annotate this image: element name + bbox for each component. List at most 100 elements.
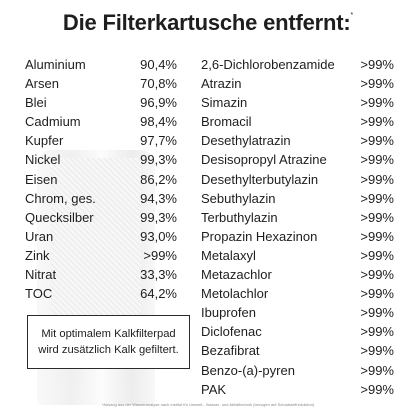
list-item: Nickel 99,3% [25, 150, 177, 169]
list-item: Propazin Hexazinon >99% [201, 227, 394, 246]
removal-rate: >99% [360, 209, 394, 225]
list-item: Metolachlor >99% [201, 284, 394, 303]
list-item: Sebuthylazin >99% [201, 189, 394, 208]
substance-name: Aluminium [25, 57, 86, 72]
substance-name: Terbuthylazin [201, 209, 278, 225]
list-item: Desethylterbutylazin >99% [201, 170, 394, 189]
removal-rate: 64,2% [140, 286, 177, 302]
list-item: Blei 96,9% [25, 93, 177, 112]
pesticides-list: 2,6-Dichlorobenzamide >99% Atrazin >99% Sima… [201, 55, 394, 399]
removal-rate: >99% [360, 95, 394, 111]
removal-rate: >99% [360, 171, 394, 187]
removal-rate: >99% [360, 57, 394, 72]
substance-name: Chrom, ges. [25, 190, 96, 206]
list-item: Ibuprofen >99% [201, 303, 394, 322]
list-item: Kupfer 97,7% [25, 131, 177, 150]
list-item: Desisopropyl Atrazine >99% [201, 150, 394, 169]
substance-name: Metazachlor [201, 267, 272, 283]
list-item: PAK >99% [201, 380, 394, 399]
substance-name: PAK [201, 381, 227, 397]
substance-name: Benzo-(a)-pyren [201, 362, 295, 378]
substance-name: Kupfer [25, 133, 64, 149]
substance-name: Arsen [25, 76, 59, 92]
limescale-note-box: Mit optimalem Kalkfilterpad wird zusätzl… [27, 315, 190, 369]
removal-rate: 97,7% [140, 133, 177, 149]
removal-rate: >99% [360, 133, 394, 149]
substance-name: Metalaxyl [201, 247, 256, 263]
substance-name: Simazin [201, 95, 248, 111]
substance-name: Nickel [25, 152, 61, 168]
title-footnote-marker: * [350, 12, 354, 19]
list-item: Terbuthylazin >99% [201, 208, 394, 227]
metals-list: Aluminium 90,4% Arsen 70,8% Blei 96,9% Cadmium… [25, 55, 177, 303]
substance-name: Eisen [25, 171, 58, 187]
substance-name: Bromacil [201, 114, 252, 130]
substance-name: Atrazin [201, 76, 242, 92]
footnote: *Auszug aus der Wasseranalyse nach Insti… [101, 402, 315, 407]
removal-rate: 99,3% [140, 152, 177, 168]
substance-name: Blei [25, 95, 47, 111]
list-item: Metazachlor >99% [201, 265, 394, 284]
substance-name: Desethylterbutylazin [201, 171, 319, 187]
removal-rate: 96,9% [140, 95, 177, 111]
substance-name: 2,6-Dichlorobenzamide [201, 57, 335, 72]
removal-rate: >99% [360, 324, 394, 340]
removal-rate: 70,8% [140, 76, 177, 92]
list-item: Chrom, ges. 94,3% [25, 189, 177, 208]
removal-rate: 99,3% [140, 209, 177, 225]
substance-name: TOC [25, 286, 53, 302]
substance-name: Zink [25, 247, 50, 263]
removal-rate: >99% [360, 114, 394, 130]
removal-rate: 86,2% [140, 171, 177, 187]
removal-rate: >99% [360, 228, 394, 244]
list-item: TOC 64,2% [25, 284, 177, 303]
note-line-1: Mit optimalem Kalkfilterpad [41, 328, 176, 340]
list-item: Arsen 70,8% [25, 74, 177, 93]
removal-rate: 98,4% [140, 114, 177, 130]
page-title: Die Filterkartusche entfernt:* [0, 10, 416, 36]
substance-name: Desethylatrazin [201, 133, 291, 149]
substance-name: Cadmium [25, 114, 81, 130]
substance-name: Sebuthylazin [201, 190, 276, 206]
list-item: Metalaxyl >99% [201, 246, 394, 265]
removal-rate: >99% [360, 343, 394, 359]
list-item: Nitrat 33,3% [25, 265, 177, 284]
list-item: Atrazin >99% [201, 74, 394, 93]
removal-rate: >99% [143, 247, 177, 263]
substance-name: Propazin Hexazinon [201, 228, 318, 244]
removal-rate: >99% [360, 267, 394, 283]
list-item: Cadmium 98,4% [25, 112, 177, 131]
removal-rate: 93,0% [140, 228, 177, 244]
list-item: Zink >99% [25, 246, 177, 265]
removal-rate: >99% [360, 190, 394, 206]
removal-rate: 94,3% [140, 190, 177, 206]
note-line-2: wird zusätzlich Kalk gefiltert. [38, 344, 179, 356]
list-item: Uran 93,0% [25, 227, 177, 246]
removal-rate: >99% [360, 305, 394, 321]
substance-name: Nitrat [25, 267, 57, 283]
list-item: Bezafibrat >99% [201, 341, 394, 360]
substance-name: Quecksilber [25, 209, 94, 225]
list-item: Simazin >99% [201, 93, 394, 112]
substance-name: Desisopropyl Atrazine [201, 152, 327, 168]
list-item: Quecksilber 99,3% [25, 208, 177, 227]
list-item: 2,6-Dichlorobenzamide >99% [201, 55, 394, 74]
removal-rate: >99% [360, 286, 394, 302]
substance-name: Uran [25, 228, 54, 244]
removal-rate: >99% [360, 247, 394, 263]
removal-rate: 90,4% [140, 57, 177, 72]
substance-name: Diclofenac [201, 324, 262, 340]
substance-name: Ibuprofen [201, 305, 256, 321]
removal-rate: >99% [360, 362, 394, 378]
title-text: Die Filterkartusche entfernt: [62, 10, 351, 35]
list-item: Benzo-(a)-pyren >99% [201, 361, 394, 380]
list-item: Eisen 86,2% [25, 170, 177, 189]
list-item: Desethylatrazin >99% [201, 131, 394, 150]
list-item: Bromacil >99% [201, 112, 394, 131]
removal-rate: 33,3% [140, 267, 177, 283]
removal-rate: >99% [360, 381, 394, 397]
substance-name: Bezafibrat [201, 343, 260, 359]
removal-rate: >99% [360, 76, 394, 92]
list-item: Aluminium 90,4% [25, 55, 177, 74]
list-item: Diclofenac >99% [201, 322, 394, 341]
